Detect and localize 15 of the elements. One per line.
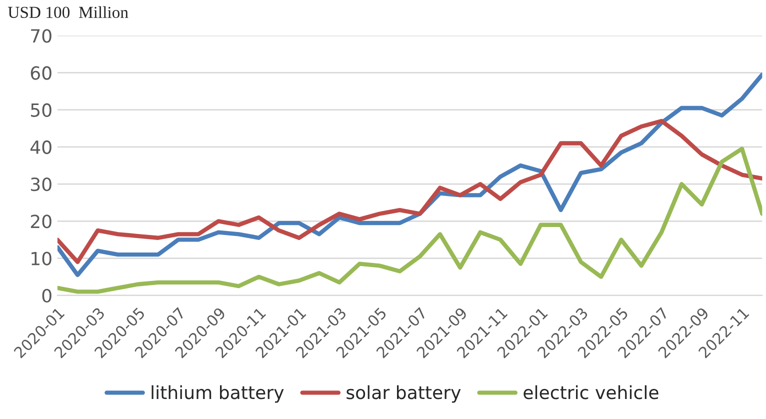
legend-label: electric vehicle <box>524 385 658 400</box>
y-tick-label: 70 <box>31 29 52 43</box>
y-tick-label: 10 <box>32 252 52 266</box>
y-tick-label: 30 <box>30 178 52 192</box>
y-axis-title: USD 100 Million <box>8 6 128 18</box>
line-series <box>57 118 762 264</box>
legend-label: solar battery <box>346 385 461 403</box>
legend-label: lithium battery <box>152 385 284 403</box>
y-tick-label: 50 <box>31 103 52 117</box>
y-tick-label: 60 <box>30 66 52 80</box>
y-tick-label: 40 <box>30 140 52 154</box>
line-series <box>57 72 762 278</box>
line-series <box>57 146 762 294</box>
y-tick-label: 0 <box>42 288 52 303</box>
y-tick-label: 20 <box>30 214 52 228</box>
